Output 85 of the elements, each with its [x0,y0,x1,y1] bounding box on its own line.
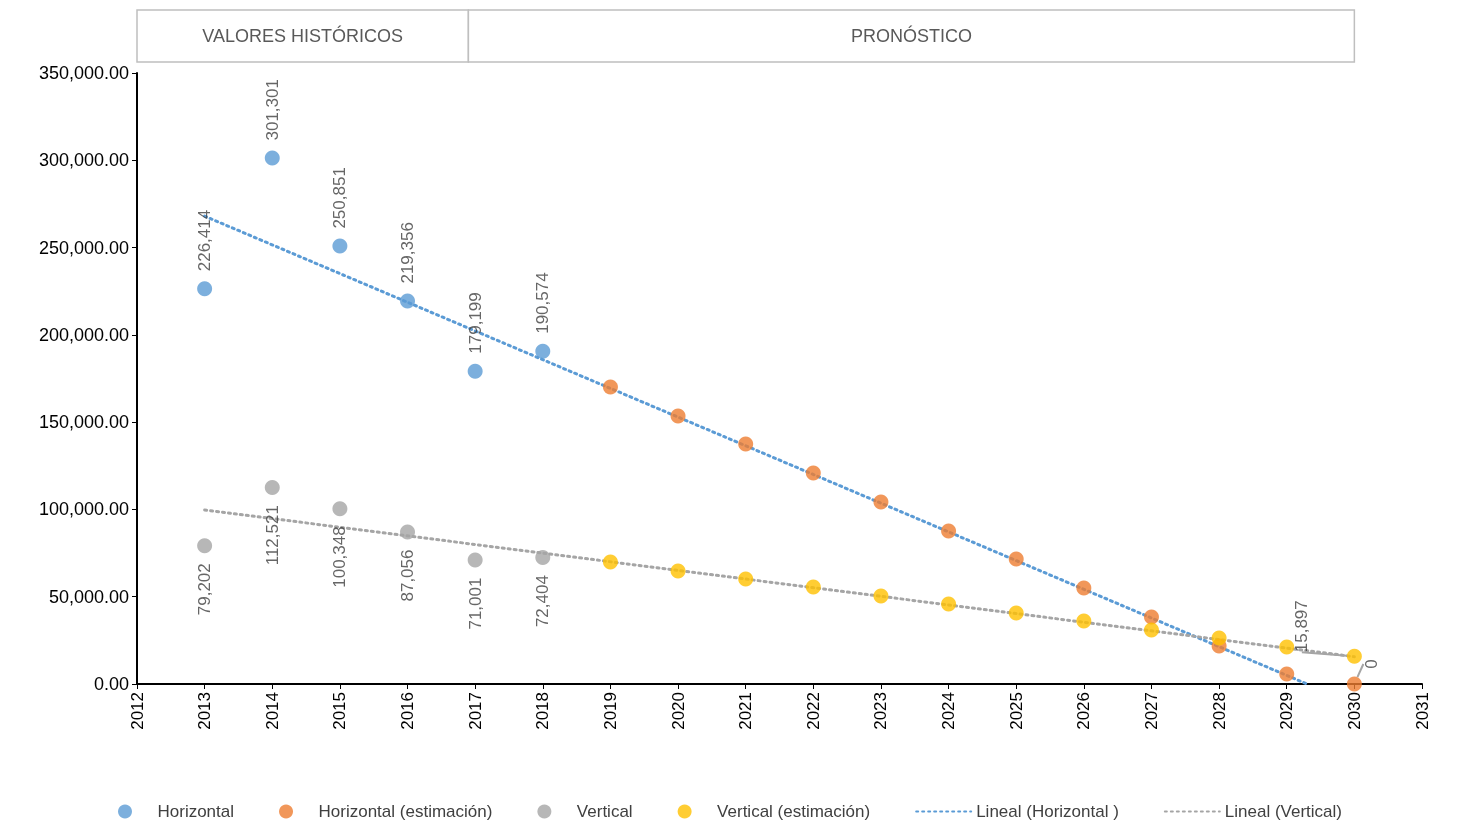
x-tick-label: 2012 [127,692,147,730]
point [264,150,280,166]
point [738,436,754,452]
data-label: 71,001 [465,577,485,630]
point [1346,648,1362,664]
data-label: 190,574 [533,272,553,334]
legend-label: Lineal (Horizontal ) [976,802,1119,821]
x-tick-label: 2017 [465,692,485,730]
point [1008,551,1024,567]
data-label: 0 [1362,659,1382,669]
data-label: 250,851 [330,167,350,229]
x-tick-label: 2029 [1277,692,1297,730]
y-tick-label: 50,000.00 [48,586,129,607]
point [941,523,957,539]
x-tick-label: 2030 [1344,692,1364,730]
x-tick-label: 2020 [668,692,688,730]
data-label: 219,356 [398,222,418,284]
point [873,494,889,510]
point [1346,676,1362,692]
data-label: 72,404 [533,575,553,628]
point [467,552,483,568]
point [400,524,416,540]
data-label: 301,301 [262,79,282,141]
y-tick-label: 0.00 [93,674,129,694]
point [670,408,686,424]
point [805,465,821,481]
point [1076,613,1092,629]
y-tick-label: 250,000.00 [38,237,129,258]
x-tick-label: 2024 [939,692,959,730]
legend-label: Lineal (Vertical) [1224,802,1343,821]
point [467,363,483,379]
point [332,501,348,517]
x-tick-label: 2019 [600,692,620,730]
point [941,596,957,612]
point [535,343,551,359]
point [1143,622,1159,638]
x-tick-label: 2025 [1006,692,1026,730]
data-label: 15,897 [1292,600,1312,653]
point [805,579,821,595]
point [1143,609,1159,625]
data-label: 179,199 [465,292,485,354]
point [1279,666,1295,682]
point [332,238,348,254]
point [197,281,213,297]
x-tick-label: 2021 [736,692,756,730]
x-tick-label: 2015 [330,692,350,730]
point [602,554,618,570]
point [738,571,754,587]
x-tick-label: 2022 [803,692,823,730]
legend-label: Vertical (estimación) [717,802,871,821]
y-tick-label: 300,000.00 [38,150,129,171]
y-tick-label: 150,000.00 [38,412,129,433]
point [602,379,618,395]
x-tick-label: 2014 [262,692,282,730]
x-tick-label: 2027 [1141,692,1161,730]
y-tick-label: 100,000.00 [38,499,129,520]
data-label: 87,056 [398,549,418,602]
legend-label: Vertical [576,802,633,821]
point [535,550,551,566]
data-label: 100,348 [330,526,350,588]
legend-label: Horizontal [157,802,235,821]
x-tick-label: 2016 [398,692,418,730]
x-tick-label: 2013 [195,692,215,730]
data-label: 112,521 [262,505,282,566]
x-tick-label: 2023 [871,692,891,730]
point [1008,605,1024,621]
x-tick-label: 2028 [1209,692,1229,730]
data-label: 79,202 [195,563,215,616]
x-tick-label: 2031 [1412,692,1432,730]
text: VALORES HISTÓRICOS [202,25,404,46]
point [670,563,686,579]
point [1279,639,1295,655]
text: PRONÓSTICO [850,25,972,46]
point [1076,580,1092,596]
point [197,538,213,554]
x-tick-label: 2018 [533,692,553,730]
data-label: 226,414 [195,209,215,272]
point [264,480,280,496]
point [400,293,416,309]
y-tick-label: 350,000.00 [38,63,129,83]
point [873,588,889,604]
x-tick-label: 2026 [1074,692,1094,730]
legend-label: Horizontal (estimación) [318,802,493,821]
y-tick-label: 200,000.00 [38,324,129,345]
point [1211,630,1227,646]
